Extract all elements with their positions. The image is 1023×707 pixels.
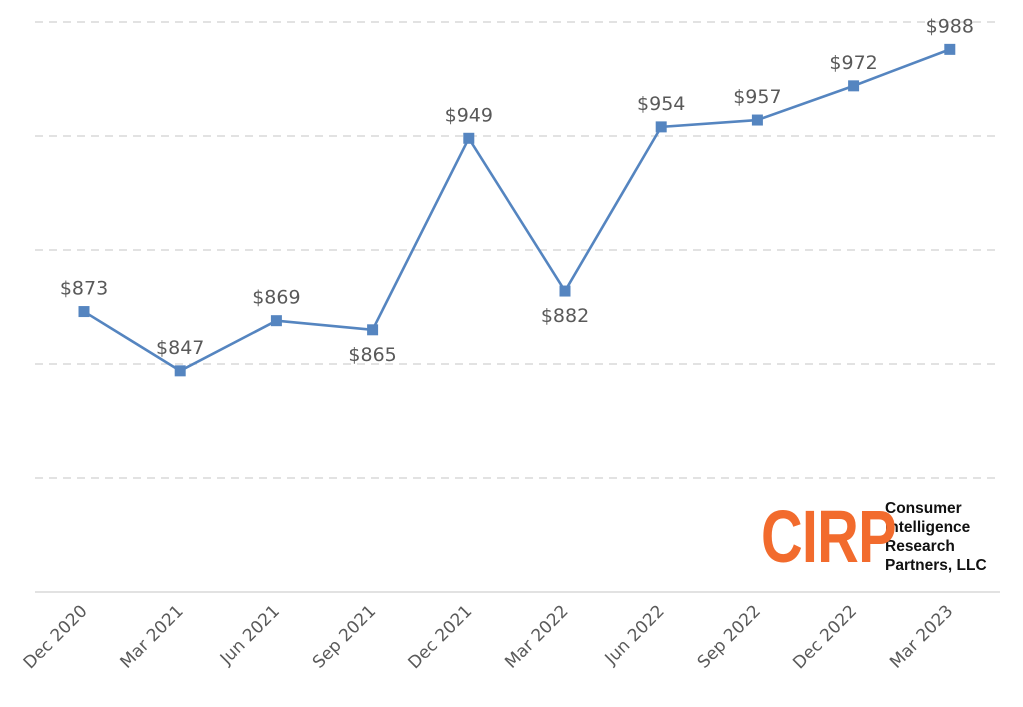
series-line <box>83 48 951 373</box>
x-tick-label: Mar 2023 <box>886 601 957 672</box>
data-point-marker <box>463 132 475 144</box>
data-point-marker <box>78 306 90 318</box>
data-label: $972 <box>829 52 877 74</box>
x-tick-label: Dec 2022 <box>789 601 861 673</box>
series-layer <box>83 48 951 373</box>
x-tick-label: Dec 2020 <box>20 601 92 673</box>
logo-line-consumer: Consumer <box>885 500 962 517</box>
data-point-marker <box>655 121 667 133</box>
logo-line-partners: Partners, LLC <box>885 557 987 574</box>
cirp-logo: CIRP Consumer Intelligence Research Part… <box>761 494 987 580</box>
x-tick-label: Mar 2022 <box>501 601 572 672</box>
logo-line-intelligence: Intelligence <box>885 519 971 536</box>
data-label: $847 <box>156 337 204 359</box>
logo-mark: CIRP <box>761 495 897 578</box>
x-tick-label: Jun 2021 <box>216 601 284 669</box>
data-point-marker <box>848 80 860 92</box>
logo-text: Consumer Intelligence Research Partners,… <box>885 499 987 575</box>
data-label: $873 <box>60 278 108 300</box>
marker-layer <box>78 43 956 377</box>
data-label: $882 <box>541 305 589 327</box>
data-label: $869 <box>252 287 300 309</box>
x-tick-label: Sep 2021 <box>309 601 380 672</box>
data-label-layer: $873 $847 $869 $865 $949 $882 $954 $957 $972 $988 <box>60 15 974 365</box>
x-tick-label: Jun 2022 <box>601 601 669 669</box>
data-point-marker <box>559 285 571 297</box>
data-label: $954 <box>637 93 685 115</box>
data-point-marker <box>944 43 956 55</box>
data-point-marker <box>751 114 763 126</box>
data-label: $949 <box>445 104 493 126</box>
logo-line-research: Research <box>885 538 955 555</box>
data-point-marker <box>174 365 186 377</box>
data-point-marker <box>270 315 282 327</box>
data-label: $865 <box>348 344 396 366</box>
x-tick-layer: Dec 2020 Mar 2021 Jun 2021 Sep 2021 Dec 2021… <box>20 601 958 673</box>
x-tick-label: Sep 2022 <box>694 601 765 672</box>
data-point-marker <box>367 324 379 336</box>
x-tick-label: Dec 2021 <box>405 601 477 673</box>
data-label: $988 <box>926 15 974 37</box>
x-tick-label: Mar 2021 <box>116 601 187 672</box>
data-label: $957 <box>733 86 781 108</box>
